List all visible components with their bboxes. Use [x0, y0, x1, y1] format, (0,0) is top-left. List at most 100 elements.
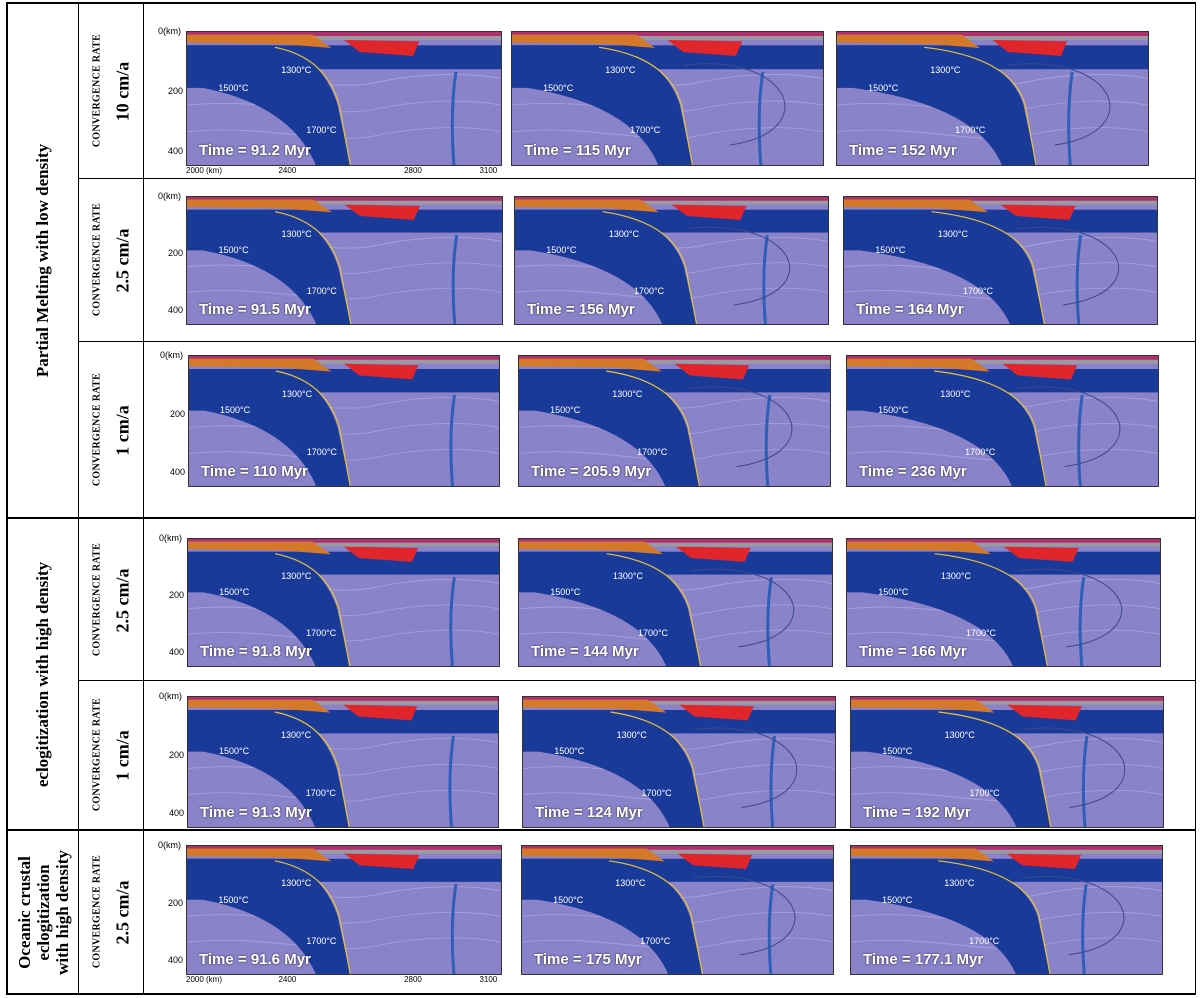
continental-crust — [522, 848, 666, 862]
subducting-slab — [512, 45, 693, 165]
melt-zone — [677, 853, 753, 870]
surface-layer — [851, 846, 1162, 850]
subducting-slab — [837, 45, 1037, 165]
model-snapshot-panel: 1300°C 1500°C 1700°C Time = 177.1 Myr — [850, 845, 1163, 975]
frame-top — [6, 2, 1196, 4]
mantle-plume — [1067, 71, 1074, 165]
flow-trace — [1021, 876, 1125, 956]
x-tick-label: 2800 — [404, 166, 422, 175]
continental-crust — [851, 848, 995, 862]
time-label: Time = 110 Myr — [201, 463, 308, 480]
isotherm-label: 1500°C — [878, 587, 909, 598]
x-tick-label: 2000 (km) — [186, 166, 223, 175]
melt-zone — [344, 204, 421, 220]
isotherm-label: 1700°C — [955, 125, 986, 136]
mantle-plume — [766, 576, 773, 666]
isotherm-label: 1700°C — [969, 935, 1000, 946]
y-tick-label: 400 — [168, 145, 184, 156]
convergence-rate-value: 2.5 cm/a — [112, 228, 133, 293]
flow-trace — [1019, 568, 1123, 648]
isotherm-label: 1300°C — [615, 878, 646, 888]
continental-crust — [515, 199, 659, 213]
slab-edge — [934, 370, 1047, 486]
isotherm-label: 1500°C — [219, 746, 250, 757]
snapshot-drawing — [512, 32, 823, 165]
continental-crust — [519, 358, 663, 372]
isotherm-label: 1700°C — [640, 935, 671, 946]
isotherm-label: 1700°C — [306, 447, 337, 457]
isotherm-label: 1700°C — [305, 788, 336, 798]
slab-edge — [605, 370, 700, 486]
isotherm-label: 1500°C — [882, 894, 913, 905]
upper-crust-layer — [844, 200, 1157, 205]
isotherm-line — [189, 423, 499, 435]
mantle-plume — [1081, 735, 1089, 827]
continental-crust — [851, 699, 995, 713]
isotherm-label: 1300°C — [282, 388, 313, 399]
group-label-eclogitization: eclogitization with high density — [33, 561, 53, 787]
isotherm-label: 1300°C — [937, 228, 969, 239]
x-tick-label: 2800 — [404, 975, 422, 984]
isotherm-label: 1700°C — [641, 788, 672, 798]
isotherm-label: 1300°C — [608, 228, 640, 239]
slab-edge — [938, 711, 1052, 827]
model-snapshot-panel: 1300°C 1500°C 1700°C Time = 91.8 Myr — [187, 538, 500, 667]
upper-crust-layer — [519, 542, 832, 547]
upper-crust-layer — [189, 359, 499, 364]
flow-trace — [1022, 727, 1126, 808]
continental-crust — [189, 358, 332, 372]
y-tick-label: 200 — [170, 408, 186, 419]
slab-edge — [606, 553, 702, 666]
isotherm-label: 1300°C — [281, 228, 312, 239]
upper-crust-layer — [847, 359, 1158, 364]
isotherm-label: 1500°C — [218, 82, 249, 93]
continental-crust — [188, 541, 332, 555]
upper-crust-layer — [187, 849, 501, 854]
slab-edge — [610, 711, 705, 827]
upper-crust-layer — [522, 849, 833, 854]
melt-zone — [679, 704, 754, 721]
x-tick-label: 2400 — [278, 975, 297, 984]
convergence-rate-label: CONVERGENCE RATE — [91, 202, 103, 317]
surface-layer — [851, 697, 1163, 701]
time-label: Time = 91.8 Myr — [200, 643, 312, 660]
isotherm-line — [519, 449, 830, 461]
isotherm-line — [189, 449, 499, 461]
time-label: Time = 175 Myr — [534, 951, 642, 968]
mantle-plume — [767, 884, 775, 974]
time-label: Time = 205.9 Myr — [531, 463, 652, 480]
isotherm-label: 1300°C — [281, 570, 312, 581]
upper-crust-layer — [187, 200, 502, 205]
flow-trace — [689, 386, 793, 467]
isotherm-label: 1500°C — [868, 82, 899, 93]
isotherm-label: 1500°C — [543, 82, 574, 93]
model-snapshot-panel: 1300°C 1500°C 1700°C Time = 192 Myr — [850, 696, 1164, 828]
slab-edge — [938, 860, 1051, 974]
model-snapshot-panel: 1300°C 1500°C 1700°C Time = 156 Myr — [514, 196, 829, 325]
time-label: Time = 91.3 Myr — [200, 804, 312, 821]
time-label: Time = 236 Myr — [859, 463, 967, 480]
mantle-plume — [451, 234, 459, 324]
model-snapshot-panel: 1300°C 1500°C 1700°C Time = 91.2 Myr — [186, 31, 502, 166]
y-tick-label: 0(km) — [159, 691, 182, 701]
isotherm-label: 1500°C — [546, 245, 577, 256]
mantle-plume — [449, 576, 456, 666]
subducting-slab — [189, 369, 351, 486]
melt-zone — [675, 546, 751, 562]
snapshot-drawing — [515, 197, 828, 324]
mantle-plume — [450, 884, 458, 974]
subducting-slab — [519, 369, 700, 486]
group-label-oceanic-crustal-eclogitization: Oceanic crustal eclogitization with high… — [8, 831, 78, 993]
isotherm-label: 1500°C — [882, 746, 913, 757]
surface-layer — [847, 539, 1160, 543]
mantle-plume — [764, 394, 772, 486]
slab-edge — [608, 860, 703, 974]
isotherm-label: 1500°C — [550, 405, 581, 416]
convergence-rate-label: CONVERGENCE RATE — [91, 697, 103, 812]
snapshot-drawing — [189, 356, 499, 486]
snapshot-drawing — [851, 697, 1163, 827]
model-snapshot-panel: 1300°C 1500°C 1700°C Time = 91.3 Myr — [187, 696, 499, 828]
convergence-rate-value: 2.5 cm/a — [112, 568, 133, 632]
surface-layer — [187, 197, 502, 201]
isotherm-line — [188, 764, 498, 776]
